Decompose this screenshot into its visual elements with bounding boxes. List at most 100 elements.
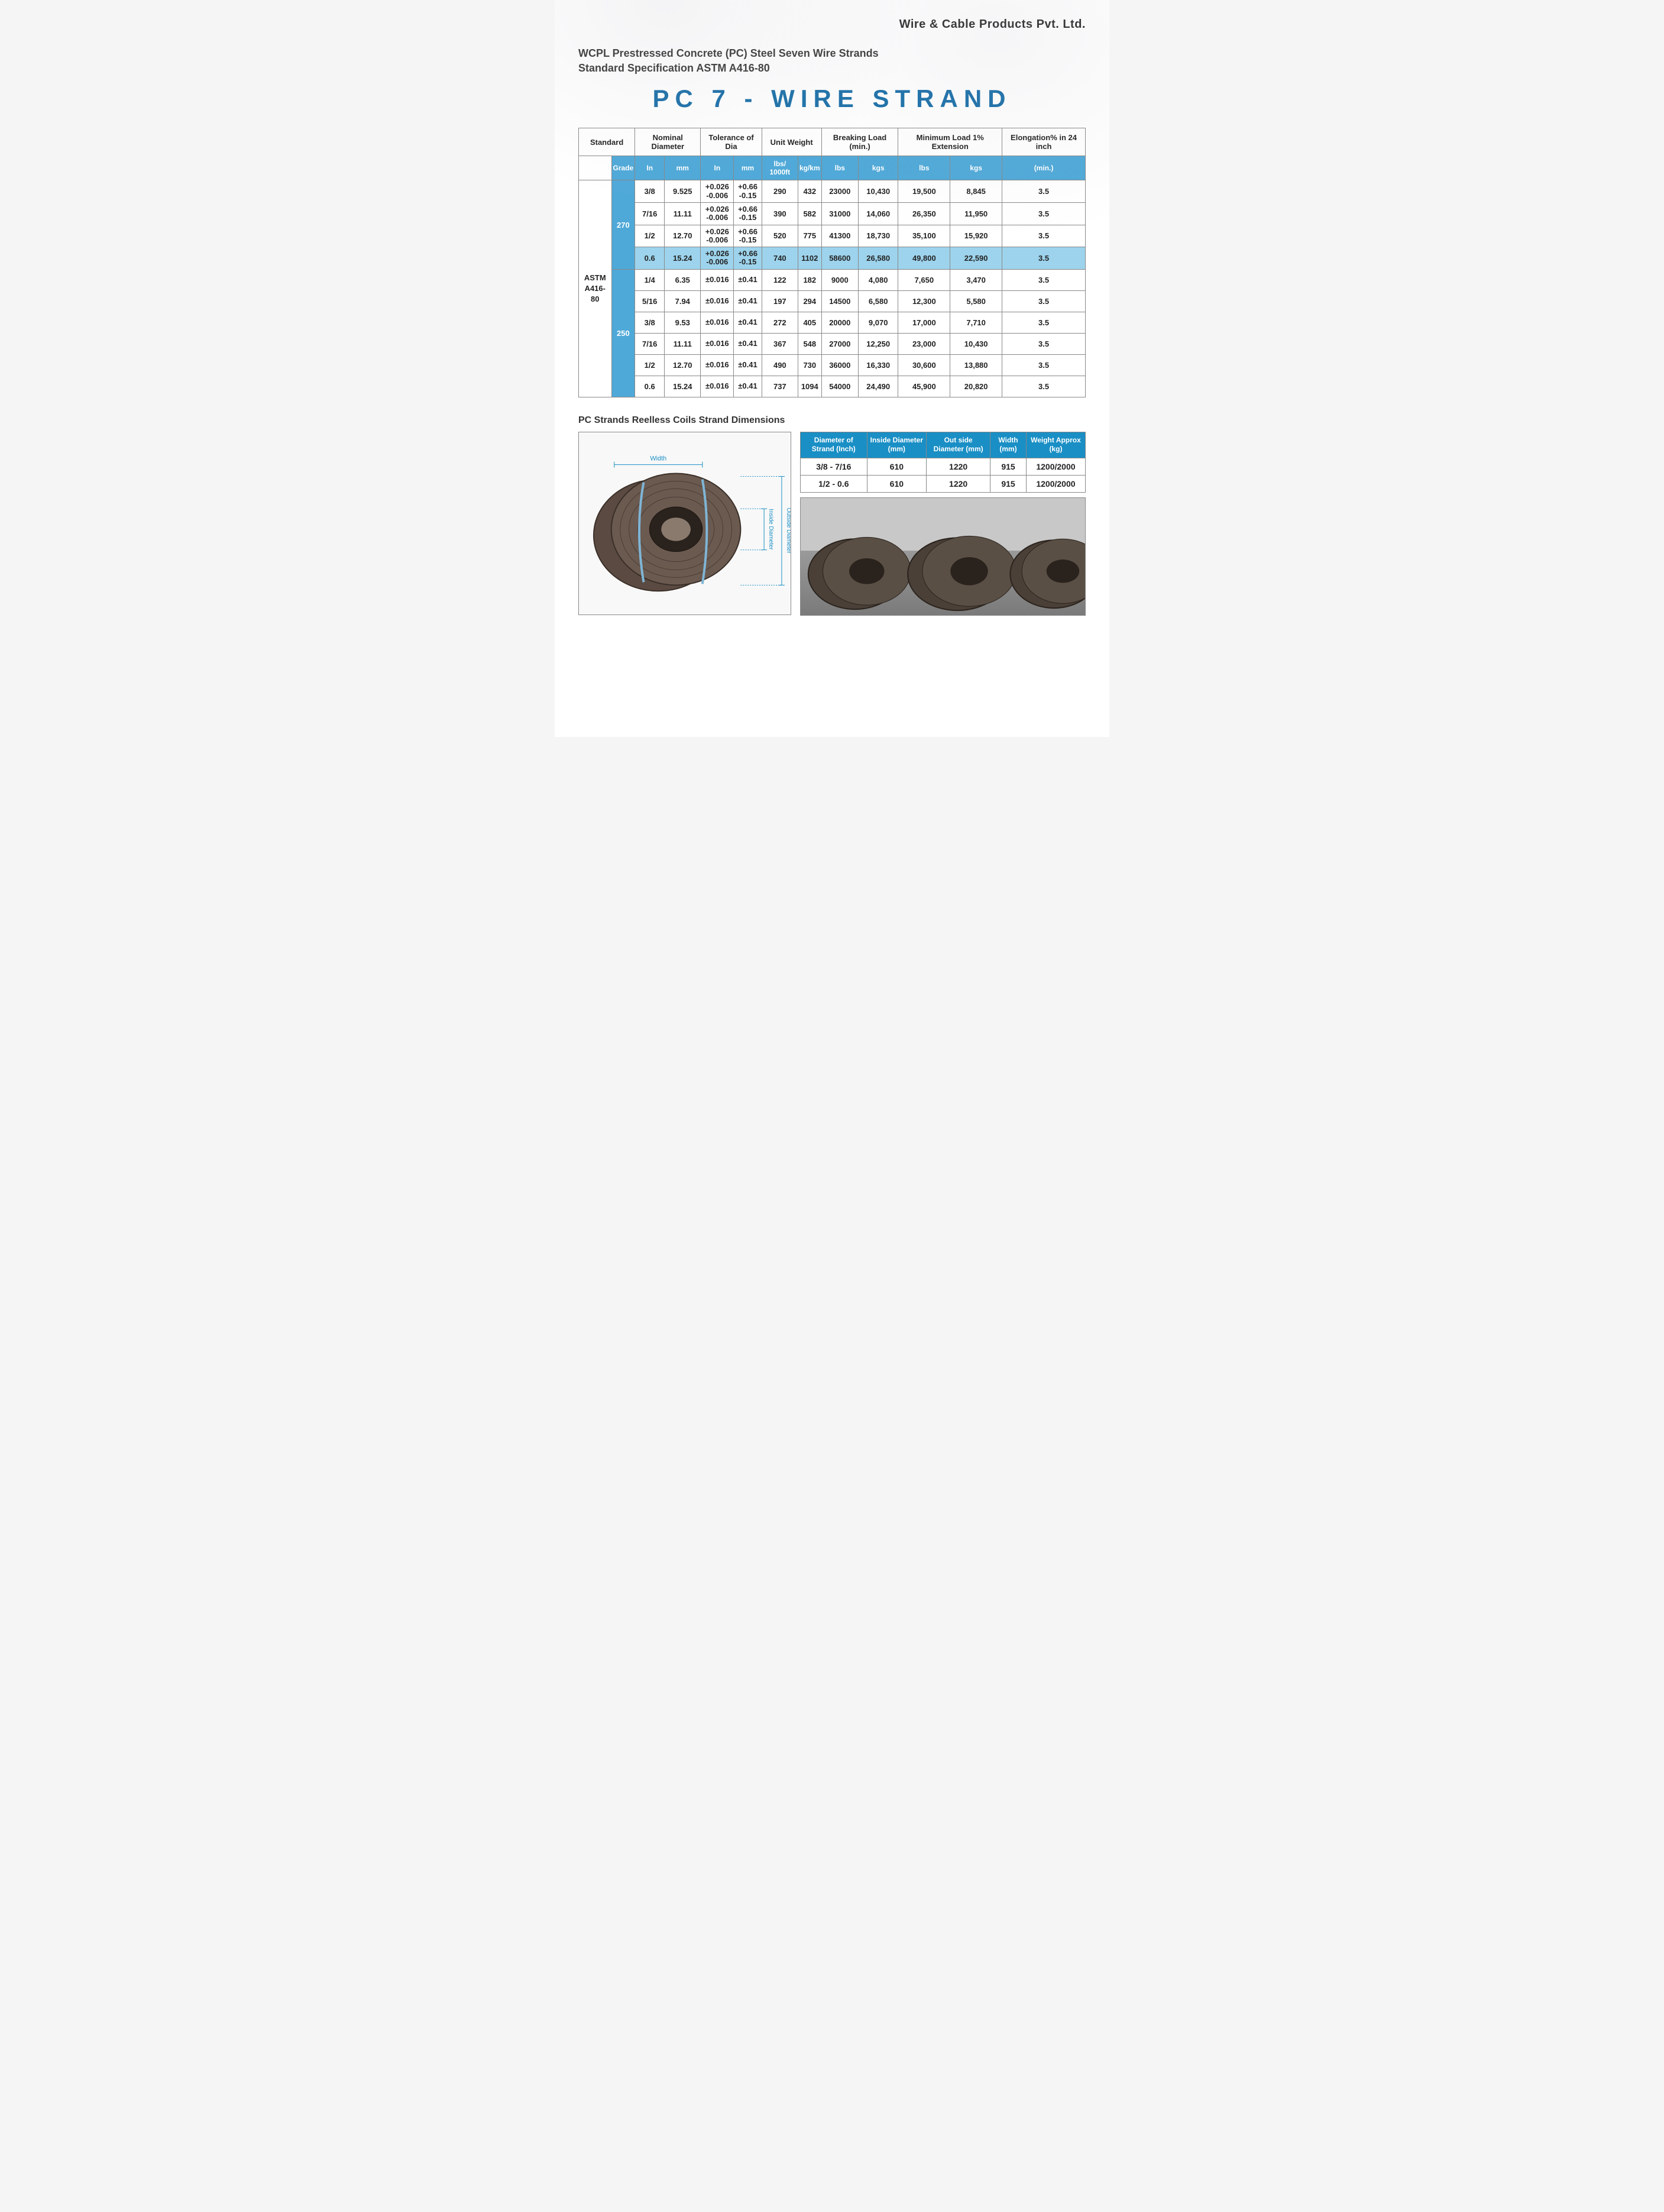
cell-ml-lbs: 7,650 xyxy=(898,269,950,290)
cell-br-kgs: 18,730 xyxy=(858,225,898,247)
cell-tol-mm: ±0.41 xyxy=(734,333,762,354)
hdr-tol-mm: mm xyxy=(734,156,762,180)
cell-br-lbs: 20000 xyxy=(821,312,858,333)
dim-cell: 1/2 - 0.6 xyxy=(801,475,867,492)
dim-cell: 1200/2000 xyxy=(1026,475,1085,492)
cell-elongation: 3.5 xyxy=(1002,247,1086,270)
cell-tol-mm: +0.66-0.15 xyxy=(734,202,762,225)
cell-tol-in: ±0.016 xyxy=(701,354,734,376)
table-row: 0.615.24±0.016±0.4173710945400024,49045,… xyxy=(579,376,1086,397)
cell-ml-lbs: 30,600 xyxy=(898,354,950,376)
grade-cell: 250 xyxy=(611,269,635,397)
table-row: 3/89.53±0.016±0.41272405200009,07017,000… xyxy=(579,312,1086,333)
dim-cell: 1200/2000 xyxy=(1026,458,1085,475)
cell-elongation: 3.5 xyxy=(1002,354,1086,376)
hdr-unit-weight: Unit Weight xyxy=(762,128,821,156)
cell-mm: 15.24 xyxy=(665,247,701,270)
dim-cell: 1220 xyxy=(927,458,990,475)
cell-in: 1/2 xyxy=(635,354,665,376)
cell-lbs1000: 197 xyxy=(762,290,798,312)
cell-tol-mm: ±0.41 xyxy=(734,354,762,376)
dim-cell: 3/8 - 7/16 xyxy=(801,458,867,475)
hdr-elongation: Elongation% in 24 inch xyxy=(1002,128,1086,156)
cell-in: 7/16 xyxy=(635,333,665,354)
cell-ml-kgs: 10,430 xyxy=(950,333,1002,354)
table-row: 1/212.70±0.016±0.414907303600016,33030,6… xyxy=(579,354,1086,376)
cell-tol-in: +0.026-0.006 xyxy=(701,180,734,203)
dim-cell: 610 xyxy=(867,458,926,475)
cell-in: 1/2 xyxy=(635,225,665,247)
standard-cell: ASTMA416-80 xyxy=(579,180,612,397)
cell-mm: 9.525 xyxy=(665,180,701,203)
cell-ml-kgs: 5,580 xyxy=(950,290,1002,312)
photo-svg xyxy=(801,498,1085,615)
cell-mm: 6.35 xyxy=(665,269,701,290)
cell-kgkm: 582 xyxy=(798,202,821,225)
cell-ml-lbs: 49,800 xyxy=(898,247,950,270)
cell-ml-kgs: 15,920 xyxy=(950,225,1002,247)
hdr-br-lbs: lbs xyxy=(821,156,858,180)
company-name: Wire & Cable Products Pvt. Ltd. xyxy=(578,18,1086,31)
lower-section: Width Inside Diameter Outside Diameter xyxy=(578,432,1086,616)
cell-lbs1000: 290 xyxy=(762,180,798,203)
cell-lbs1000: 737 xyxy=(762,376,798,397)
cell-br-kgs: 26,580 xyxy=(858,247,898,270)
hdr-grade: Grade xyxy=(611,156,635,180)
main-title: PC 7 - WIRE STRAND xyxy=(578,85,1086,113)
hdr-ml-kgs: kgs xyxy=(950,156,1002,180)
cell-tol-in: ±0.016 xyxy=(701,312,734,333)
cell-ml-lbs: 35,100 xyxy=(898,225,950,247)
cell-ml-kgs: 13,880 xyxy=(950,354,1002,376)
cell-mm: 11.11 xyxy=(665,333,701,354)
cell-br-kgs: 9,070 xyxy=(858,312,898,333)
label-width: Width xyxy=(650,455,666,462)
grade-cell: 270 xyxy=(611,180,635,269)
cell-in: 0.6 xyxy=(635,247,665,270)
hdr-mm: mm xyxy=(665,156,701,180)
hdr-standard: Standard xyxy=(579,128,635,156)
cell-br-lbs: 36000 xyxy=(821,354,858,376)
cell-kgkm: 548 xyxy=(798,333,821,354)
cell-tol-mm: ±0.41 xyxy=(734,312,762,333)
hdr-ml-lbs: lbs xyxy=(898,156,950,180)
subtitle-line-1: WCPL Prestressed Concrete (PC) Steel Sev… xyxy=(578,47,879,59)
cell-br-lbs: 9000 xyxy=(821,269,858,290)
cell-in: 0.6 xyxy=(635,376,665,397)
page: Wire & Cable Products Pvt. Ltd. WCPL Pre… xyxy=(555,0,1109,737)
coil-diagram: Width Inside Diameter Outside Diameter xyxy=(578,432,791,615)
section2-title: PC Strands Reelless Coils Strand Dimensi… xyxy=(578,415,1086,426)
cell-ml-kgs: 11,950 xyxy=(950,202,1002,225)
dim-hdr-1: Inside Diameter (mm) xyxy=(867,432,926,458)
right-column: Diameter of Strand (Inch) Inside Diamete… xyxy=(800,432,1086,616)
cell-br-lbs: 23000 xyxy=(821,180,858,203)
label-inside-diameter: Inside Diameter xyxy=(768,509,774,550)
hdr-breaking: Breaking Load (min.) xyxy=(821,128,898,156)
cell-ml-lbs: 12,300 xyxy=(898,290,950,312)
cell-in: 5/16 xyxy=(635,290,665,312)
cell-br-kgs: 24,490 xyxy=(858,376,898,397)
cell-ml-lbs: 26,350 xyxy=(898,202,950,225)
dim-header-row: Diameter of Strand (Inch) Inside Diamete… xyxy=(801,432,1086,458)
cell-in: 1/4 xyxy=(635,269,665,290)
cell-in: 3/8 xyxy=(635,180,665,203)
cell-in: 7/16 xyxy=(635,202,665,225)
cell-ml-kgs: 7,710 xyxy=(950,312,1002,333)
hdr-kgkm: kg/km xyxy=(798,156,821,180)
dim-cell: 915 xyxy=(990,458,1027,475)
cell-mm: 12.70 xyxy=(665,354,701,376)
hdr-in: In xyxy=(635,156,665,180)
cell-tol-mm: ±0.41 xyxy=(734,269,762,290)
hdr-empty xyxy=(579,156,612,180)
table-header-row-2: Grade In mm In mm lbs/ 1000ft kg/km lbs … xyxy=(579,156,1086,180)
cell-kgkm: 730 xyxy=(798,354,821,376)
dim-hdr-0: Diameter of Strand (Inch) xyxy=(801,432,867,458)
cell-br-kgs: 16,330 xyxy=(858,354,898,376)
coil-svg: Width Inside Diameter Outside Diameter xyxy=(579,432,791,615)
table-row: 1/212.70+0.026-0.006+0.66-0.155207754130… xyxy=(579,225,1086,247)
label-outside-diameter: Outside Diameter xyxy=(785,507,791,554)
cell-elongation: 3.5 xyxy=(1002,376,1086,397)
cell-tol-mm: +0.66-0.15 xyxy=(734,180,762,203)
cell-br-lbs: 41300 xyxy=(821,225,858,247)
cell-ml-lbs: 45,900 xyxy=(898,376,950,397)
cell-elongation: 3.5 xyxy=(1002,225,1086,247)
